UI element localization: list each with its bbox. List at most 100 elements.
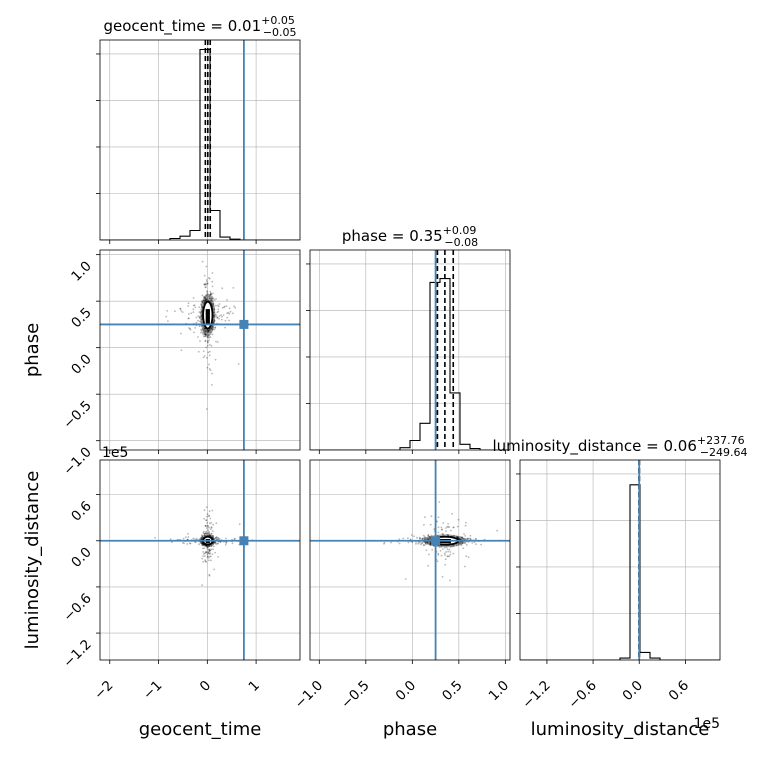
- sample-point: [416, 536, 418, 539]
- sample-point: [205, 519, 208, 522]
- sample-point: [438, 501, 441, 503]
- sample-point: [429, 523, 432, 526]
- sample-point: [207, 341, 209, 343]
- truth-marker: [431, 536, 441, 546]
- sample-point: [428, 542, 431, 545]
- sample-point: [444, 554, 446, 556]
- sample-point: [437, 552, 440, 555]
- sample-point: [215, 536, 217, 539]
- sample-point: [216, 542, 219, 545]
- sample-point: [448, 526, 451, 528]
- hist-frame: [99, 39, 301, 241]
- tick-label-x-phase: 0.5: [439, 678, 466, 705]
- sample-point: [227, 311, 230, 314]
- sample-point: [423, 524, 425, 526]
- sample-point: [203, 355, 206, 357]
- sample-points: [154, 506, 254, 587]
- sample-point: [238, 523, 241, 526]
- sample-point: [441, 575, 444, 578]
- sample-point: [197, 336, 199, 338]
- sample-point: [205, 532, 208, 535]
- tick-label-x-luminosity_distance: −1.2: [519, 678, 553, 712]
- sample-point: [218, 303, 221, 305]
- sample-point: [209, 297, 211, 300]
- sample-point: [214, 326, 217, 329]
- sample-point: [445, 527, 447, 529]
- sample-point: [426, 537, 428, 539]
- sample-point: [407, 541, 410, 544]
- sample-point: [203, 328, 206, 330]
- sample-point: [453, 526, 455, 529]
- sample-point: [226, 312, 229, 315]
- sample-point: [207, 330, 210, 333]
- sample-point: [204, 282, 207, 285]
- truth-marker: [239, 319, 249, 329]
- sample-point: [195, 321, 198, 324]
- sample-point: [205, 551, 207, 554]
- sample-point: [204, 552, 206, 555]
- sample-point: [452, 544, 455, 547]
- sample-point: [461, 536, 463, 539]
- sample-point: [217, 310, 220, 313]
- hist-frame: [519, 459, 721, 661]
- sample-point: [201, 301, 204, 304]
- sample-point: [217, 308, 220, 311]
- sample-point: [180, 349, 183, 352]
- sample-point: [419, 537, 421, 540]
- sample-point: [209, 293, 212, 296]
- sample-point: [187, 317, 190, 320]
- sample-point: [204, 333, 207, 335]
- sample-point: [441, 528, 443, 531]
- sample-point: [208, 573, 211, 576]
- sample-point: [201, 537, 204, 540]
- sample-point: [210, 292, 212, 295]
- sample-point: [214, 537, 217, 540]
- title-phase: phase = 0.35+0.09 −0.08: [342, 224, 478, 249]
- sample-point: [429, 535, 431, 538]
- sample-point: [415, 542, 417, 545]
- sample-point: [442, 533, 444, 535]
- sample-point: [204, 330, 206, 332]
- sample-point: [209, 299, 212, 302]
- sample-point: [456, 525, 459, 528]
- sample-point: [210, 521, 213, 524]
- sample-point: [180, 310, 183, 312]
- tick-label-x-luminosity_distance: 0.6: [666, 678, 693, 705]
- sample-point: [213, 314, 216, 317]
- sample-point: [202, 544, 205, 546]
- sample-point: [427, 534, 429, 537]
- sample-point: [422, 537, 424, 540]
- sample-point: [208, 514, 211, 517]
- sample-point: [206, 366, 209, 369]
- sample-point: [424, 542, 427, 545]
- sample-point: [206, 546, 209, 549]
- sample-point: [420, 542, 423, 545]
- sample-point: [199, 311, 202, 314]
- sample-point: [217, 556, 220, 558]
- sample-point: [203, 301, 206, 304]
- sample-point: [212, 535, 215, 538]
- sample-point: [199, 340, 201, 342]
- sample-point: [206, 282, 209, 285]
- sample-point: [211, 302, 214, 305]
- sample-point: [200, 316, 203, 318]
- sample-point: [204, 532, 207, 535]
- tick-label-y-luminosity_distance: 0.6: [68, 498, 95, 525]
- sample-point: [445, 551, 447, 553]
- sample-point: [422, 544, 425, 546]
- sample-point: [201, 331, 204, 334]
- sample-point: [210, 299, 213, 302]
- tick-label-x-luminosity_distance: −0.6: [565, 678, 599, 712]
- sample-point: [211, 297, 213, 300]
- sample-point: [206, 546, 209, 548]
- sample-point: [202, 350, 205, 353]
- sample-point: [205, 525, 208, 527]
- sample-point: [218, 317, 221, 320]
- sample-point: [200, 311, 203, 314]
- sample-point: [210, 300, 213, 302]
- sample-point: [204, 299, 207, 301]
- sample-point: [223, 305, 226, 308]
- sample-point: [208, 548, 211, 551]
- sample-point: [206, 291, 209, 293]
- sample-point: [210, 384, 213, 386]
